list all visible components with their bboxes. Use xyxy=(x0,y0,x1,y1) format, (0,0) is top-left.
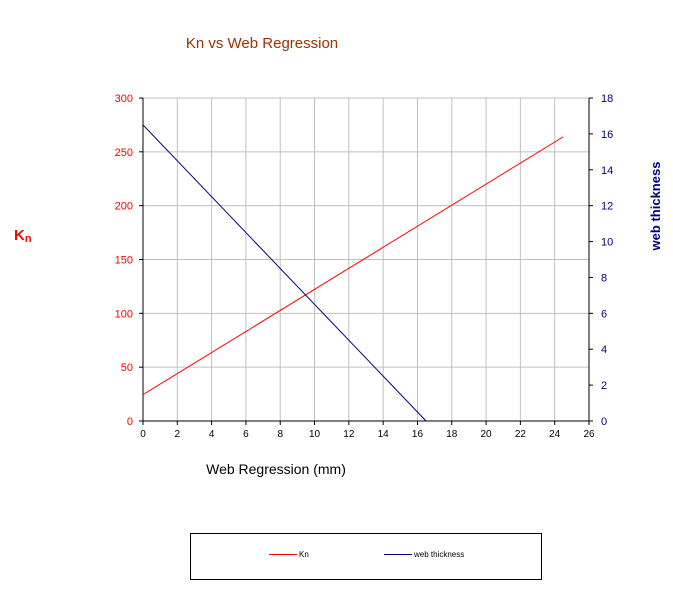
right-tick-label: 0 xyxy=(601,416,607,428)
left-tick-label: 300 xyxy=(115,93,133,105)
x-tick-label: 0 xyxy=(140,429,146,440)
x-tick-label: 18 xyxy=(446,429,458,440)
series-lines xyxy=(142,124,564,422)
legend-swatch-kn xyxy=(269,554,297,555)
x-tick-label: 26 xyxy=(583,429,595,440)
right-axis-label: web thickness xyxy=(648,162,663,252)
right-tick-label: 8 xyxy=(601,272,607,284)
x-tick-label: 2 xyxy=(175,429,181,440)
series-line-web-thickness xyxy=(142,124,427,422)
grid xyxy=(142,97,590,422)
left-tick-label: 100 xyxy=(115,308,133,320)
left-axis-label-main: K xyxy=(14,227,25,244)
x-tick-label: 16 xyxy=(412,429,424,440)
x-tick-label: 22 xyxy=(515,429,527,440)
x-axis-ticks: 0 2 4 6 8 10 12 14 16 18 20 22 24 26 xyxy=(140,421,595,440)
right-tick-label: 4 xyxy=(601,344,607,356)
x-tick-label: 10 xyxy=(309,429,321,440)
left-tick-label: 150 xyxy=(115,255,133,267)
x-tick-label: 14 xyxy=(378,429,390,440)
legend-swatch-web-thickness xyxy=(384,554,412,555)
legend-item-kn: Kn xyxy=(269,550,309,559)
x-tick-label: 20 xyxy=(481,429,493,440)
x-tick-label: 12 xyxy=(343,429,355,440)
left-axis-label-sub: n xyxy=(25,233,32,245)
legend: Kn web thickness xyxy=(190,533,542,580)
right-tick-label: 10 xyxy=(601,237,613,249)
left-tick-label: 250 xyxy=(115,147,133,159)
chart-title: Kn vs Web Regression xyxy=(186,35,338,52)
series-line-kn xyxy=(142,136,564,396)
right-tick-label: 18 xyxy=(601,93,613,105)
left-tick-label: 0 xyxy=(127,416,133,428)
x-tick-label: 8 xyxy=(277,429,283,440)
x-tick-label: 24 xyxy=(549,429,561,440)
legend-label-web-thickness: web thickness xyxy=(414,550,465,559)
left-axis-label: Kn xyxy=(14,227,32,245)
x-tick-label: 6 xyxy=(243,429,249,440)
right-tick-label: 16 xyxy=(601,129,613,141)
right-tick-label: 14 xyxy=(601,165,613,177)
legend-label-kn: Kn xyxy=(299,550,309,559)
right-tick-label: 12 xyxy=(601,201,613,213)
left-tick-label: 50 xyxy=(121,362,133,374)
x-tick-label: 4 xyxy=(209,429,215,440)
left-axis-ticks: 0 50 100 150 200 250 300 xyxy=(115,93,143,428)
right-axis-ticks: 0 2 4 6 8 10 12 14 16 18 xyxy=(589,93,613,428)
x-axis-label: Web Regression (mm) xyxy=(206,461,346,477)
right-tick-label: 6 xyxy=(601,308,607,320)
left-tick-label: 200 xyxy=(115,201,133,213)
legend-item-web-thickness: web thickness xyxy=(384,550,464,559)
right-tick-label: 2 xyxy=(601,380,607,392)
